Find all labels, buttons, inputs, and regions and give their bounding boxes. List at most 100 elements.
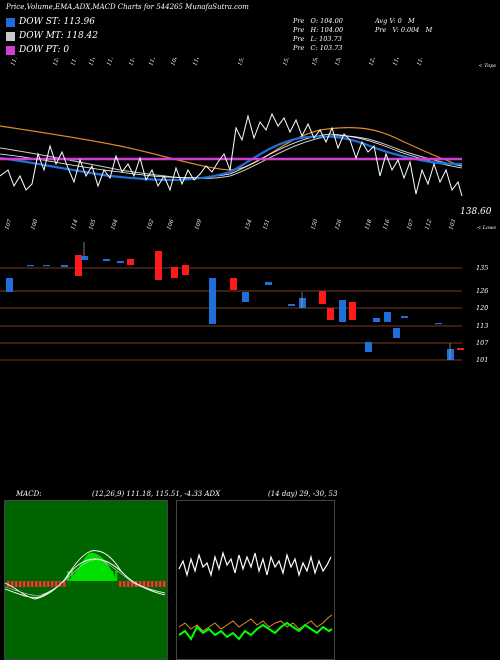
macd-bar <box>159 581 162 587</box>
avg-volume: Avg V: 0 M <box>375 17 415 25</box>
bottom-tick: 114 <box>70 218 79 230</box>
top-tick: 111 <box>10 58 19 67</box>
dow-st-label: DOW ST: 113.96 <box>19 17 95 27</box>
bottom-tick: 106 <box>166 218 175 230</box>
macd-label: MACD: <box>16 490 42 498</box>
dow-mt-label: DOW MT: 118.42 <box>19 31 98 41</box>
bottom-tick: 150 <box>310 218 319 230</box>
macd-bar <box>47 581 50 587</box>
macd-bar <box>51 581 54 587</box>
macd-bar <box>19 581 22 587</box>
macd-signal-line <box>5 558 166 598</box>
macd-bar <box>119 581 122 587</box>
legend-dow-mt: DOW MT: 118.42 <box>6 30 98 42</box>
candle <box>384 312 391 322</box>
top-tick: 114 <box>128 58 137 67</box>
top-tick: 118 <box>192 58 201 67</box>
candle <box>103 259 110 261</box>
bottom-tick: 116 <box>382 218 391 230</box>
macd-bar <box>127 581 130 587</box>
candle <box>365 342 372 352</box>
macd-bar <box>143 581 146 587</box>
tops-label: < Tops <box>478 63 496 69</box>
candle <box>6 278 13 292</box>
adx-orange-line <box>178 614 333 632</box>
candle <box>171 267 178 278</box>
top-tick: 118 <box>392 58 401 67</box>
candle <box>327 308 334 320</box>
top-tick: 115 <box>106 58 115 67</box>
candle <box>182 265 189 275</box>
bottom-tick: 100 <box>30 218 39 230</box>
bottom-tick: 105 <box>88 218 97 230</box>
dow-st-swatch <box>6 17 15 27</box>
bottom-tick: 107 <box>406 218 415 230</box>
top-tick: 117 <box>70 58 79 67</box>
candle-axis-label: 120 <box>476 304 488 312</box>
candle <box>288 304 295 306</box>
macd-bar <box>163 581 166 587</box>
adx-values: (14 day) 29, -30, 53 <box>268 490 338 498</box>
candle <box>61 265 68 267</box>
macd-bar <box>71 571 74 581</box>
candle <box>117 261 124 263</box>
dow-mt-swatch <box>6 31 15 41</box>
bottom-tick-labels: 107 100 114 105 104 102 106 109 154 151 150 126 118 1… <box>4 218 457 230</box>
ohlc-low: Pre L: 103.73 <box>293 35 342 43</box>
candle <box>401 316 408 318</box>
bottom-tick: 126 <box>334 218 343 230</box>
candle <box>75 255 82 276</box>
candle <box>230 278 237 290</box>
candle-axis-label: 107 <box>476 339 489 347</box>
top-tick: 116 <box>88 58 97 67</box>
top-tick: 124 <box>52 58 61 67</box>
macd-bar <box>63 581 66 587</box>
macd-bar <box>55 581 58 587</box>
candle <box>373 318 380 322</box>
macd-bar <box>131 581 134 587</box>
macd-bar <box>31 581 34 587</box>
candle <box>127 259 134 265</box>
adx-panel <box>176 500 335 660</box>
candle-axis-label: 113 <box>476 322 488 330</box>
candle-axis-label: 126 <box>476 287 488 295</box>
candles <box>6 242 464 360</box>
bottom-tick: 103 <box>448 218 457 230</box>
candle <box>339 300 346 322</box>
macd-bar <box>27 581 30 587</box>
macd-bar <box>35 581 38 587</box>
candle <box>81 256 88 260</box>
candle-axis-labels: 135 126 120 113 107 101 <box>476 264 489 364</box>
macd-fill-area <box>67 552 117 581</box>
top-tick: 114 <box>416 58 425 67</box>
adx-white-line <box>178 550 332 578</box>
ema-mid-line <box>0 135 463 179</box>
candle-axis-label: 135 <box>476 264 488 272</box>
top-tick-labels: 111 124 117 116 115 114 112 108 118 159 155 150 130 1… <box>10 58 425 67</box>
macd-bar <box>147 581 150 587</box>
candle <box>457 348 464 350</box>
candle <box>209 278 216 324</box>
candle <box>447 349 454 360</box>
candle <box>319 291 326 304</box>
bottom-tick: 107 <box>4 218 13 230</box>
bottom-tick: 151 <box>262 219 271 231</box>
adx-green-line <box>178 621 333 641</box>
top-tick: 150 <box>311 58 320 67</box>
candle <box>265 282 272 285</box>
top-tick: 130 <box>334 58 343 67</box>
candle <box>242 292 249 302</box>
dow-pt-swatch <box>6 45 15 55</box>
top-tick: 122 <box>368 58 377 67</box>
macd-values: (12,26,9) 111.18, 115.51, -4.33 ADX <box>92 490 221 498</box>
lows-label: < Lows <box>477 225 496 231</box>
bottom-tick: 104 <box>110 218 119 230</box>
macd-bar <box>7 581 10 587</box>
candle <box>393 328 400 338</box>
macd-bar <box>123 581 126 587</box>
macd-bar <box>139 581 142 587</box>
legend-dow-pt: DOW PT: 0 <box>6 44 69 56</box>
macd-third-line <box>5 559 166 596</box>
bottom-tick: 102 <box>146 218 155 230</box>
bottom-tick: 112 <box>424 218 433 230</box>
